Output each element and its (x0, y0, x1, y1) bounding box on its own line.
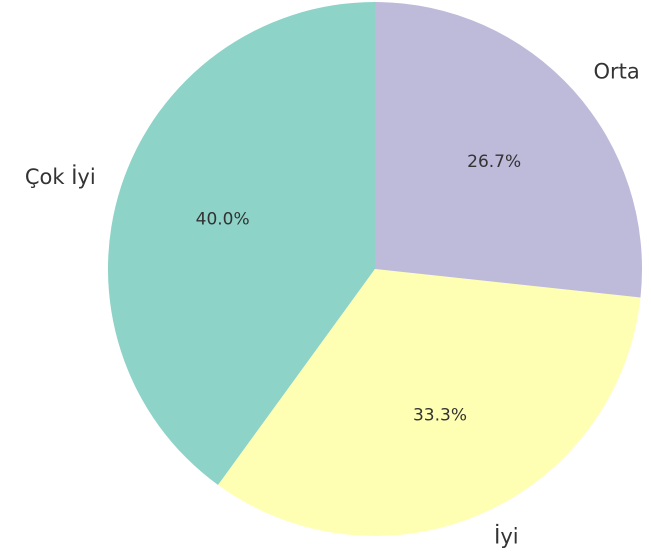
value-label: 26.7% (467, 152, 521, 172)
pie-slice (375, 2, 642, 298)
value-label: 33.3% (413, 405, 467, 425)
slice-label: Çok İyi (25, 164, 96, 189)
pie-slice (108, 2, 375, 486)
slice-label: İyi (494, 523, 518, 548)
value-label: 40.0% (196, 209, 250, 229)
slice-label: Orta (593, 60, 639, 84)
pie-slice (218, 269, 641, 537)
